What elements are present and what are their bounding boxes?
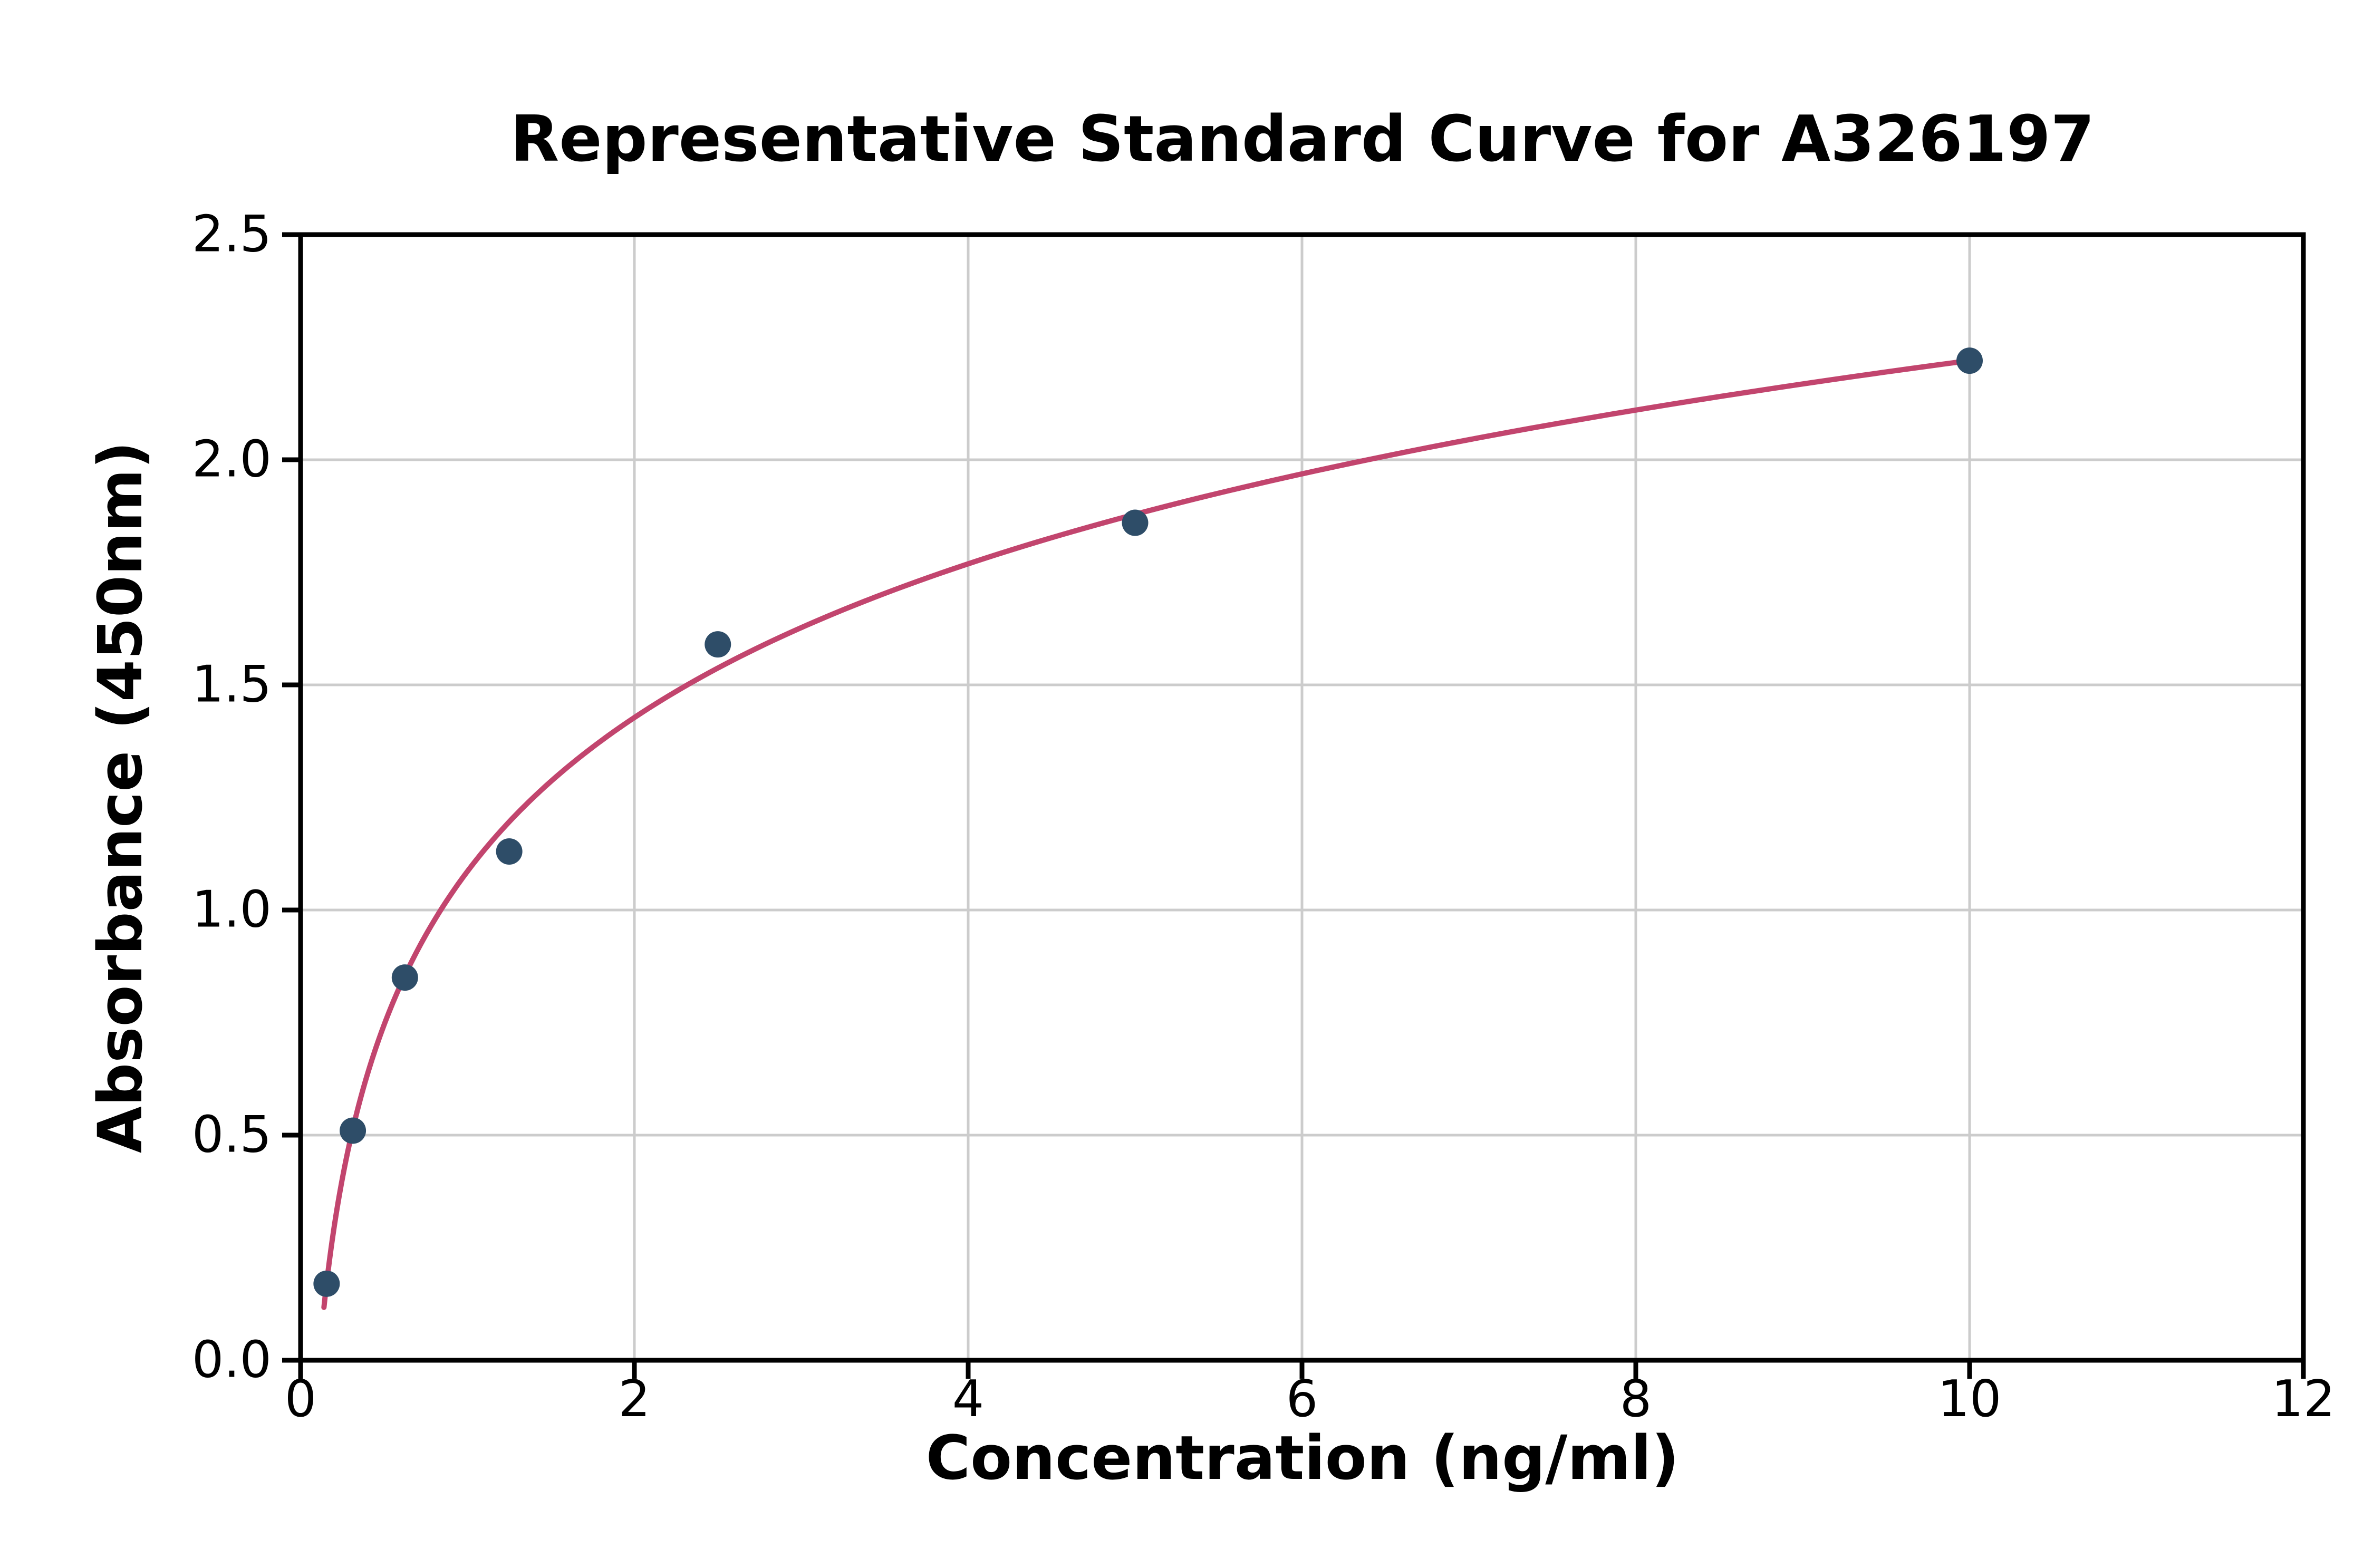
x-tick-label: 6 [1286,1370,1318,1428]
chart-title: Representative Standard Curve for A32619… [510,103,2095,176]
grid-layer [299,233,2305,1362]
y-tick-label: 0.5 [192,1106,272,1164]
data-point [340,1117,366,1144]
x-tick-label: 8 [1620,1370,1652,1428]
plot-frame [298,232,2306,1363]
y-tick-label: 0.0 [192,1331,272,1389]
y-tick-label: 1.0 [192,880,272,938]
data-point [496,838,523,865]
data-point [705,631,731,658]
y-axis-label: Absorbance (450nm) [85,441,156,1153]
data-point [313,1270,340,1297]
y-tick-label: 2.5 [192,205,272,263]
data-point [1122,509,1149,536]
y-tick-label: 2.0 [192,430,272,488]
data-point [1956,347,1983,374]
axis-layer: 0 2 4 6 8 10 12 0.0 0.5 1.0 1.5 2.0 2.5 [192,205,2336,1428]
x-tick-label: 0 [285,1370,316,1428]
x-axis-label: Concentration (ng/ml) [926,1423,1679,1494]
x-tick-label: 2 [619,1370,650,1428]
x-tick-label: 12 [2272,1370,2336,1428]
data-layer [313,347,1983,1310]
fitted-curve-path [321,357,1972,1310]
data-point [391,964,418,991]
x-tick-label: 10 [1938,1370,2002,1428]
x-tick-label: 4 [952,1370,984,1428]
y-tick-label: 1.5 [192,655,272,713]
